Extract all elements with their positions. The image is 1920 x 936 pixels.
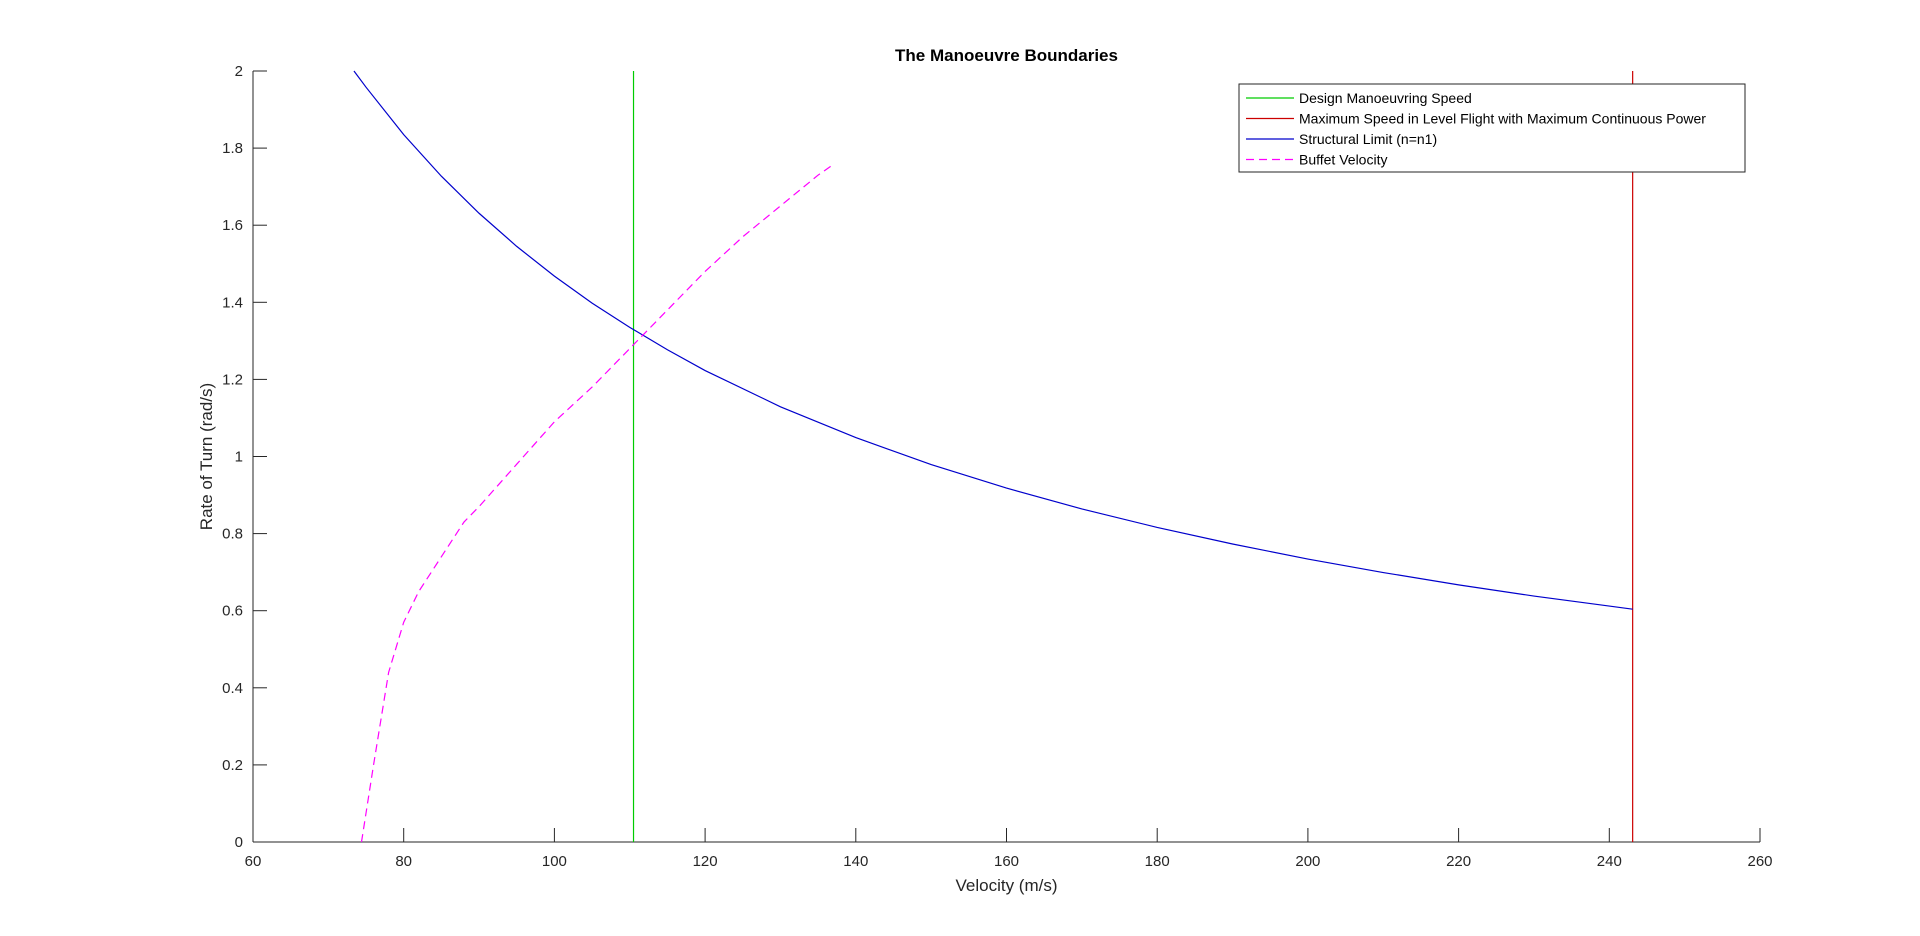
y-tick-label: 2 <box>235 63 243 80</box>
x-tick-label: 160 <box>994 853 1019 870</box>
x-tick-label: 180 <box>1145 853 1170 870</box>
x-tick-label: 140 <box>843 853 868 870</box>
y-tick-label: 0.4 <box>222 680 243 697</box>
x-tick-label: 60 <box>245 853 262 870</box>
legend-label: Structural Limit (n=n1) <box>1299 131 1437 147</box>
x-tick-label: 220 <box>1446 853 1471 870</box>
x-tick-label: 240 <box>1597 853 1622 870</box>
series-line-buffet-velocity <box>360 163 836 843</box>
y-tick-label: 0.8 <box>222 526 243 543</box>
legend-label: Design Manoeuvring Speed <box>1299 90 1472 106</box>
series-layer <box>353 70 1634 843</box>
chart-title: The Manoeuvre Boundaries <box>895 46 1118 65</box>
x-tick-label: 100 <box>542 853 567 870</box>
legend-box <box>1238 83 1746 173</box>
y-tick-label: 1.8 <box>222 140 243 157</box>
y-tick-label: 1.6 <box>222 217 243 234</box>
y-tick-label: 1.4 <box>222 294 243 311</box>
series-line-structural-limit-n-n1 <box>353 70 1633 610</box>
legend-label: Buffet Velocity <box>1299 152 1387 168</box>
y-tick-label: 1.2 <box>222 371 243 388</box>
y-tick-label: 1 <box>235 449 243 466</box>
x-tick-label: 80 <box>395 853 412 870</box>
legend-label: Maximum Speed in Level Flight with Maxim… <box>1299 111 1706 127</box>
y-tick-label: 0.2 <box>222 757 243 774</box>
axes: 60 80 100 120 140 160 180 200 220 240 260 0 0.2 0.4 0.… <box>222 63 1772 870</box>
y-axis-title: Rate of Turn (rad/s) <box>197 383 216 530</box>
x-tick-label: 260 <box>1747 853 1772 870</box>
y-tick-label: 0.6 <box>222 603 243 620</box>
x-tick-label: 120 <box>693 853 718 870</box>
legend: Design Manoeuvring Speed Maximum Speed in… <box>1238 83 1746 173</box>
x-axis-title: Velocity (m/s) <box>955 876 1057 895</box>
y-tick-label: 0 <box>235 834 243 851</box>
x-tick-label: 200 <box>1295 853 1320 870</box>
